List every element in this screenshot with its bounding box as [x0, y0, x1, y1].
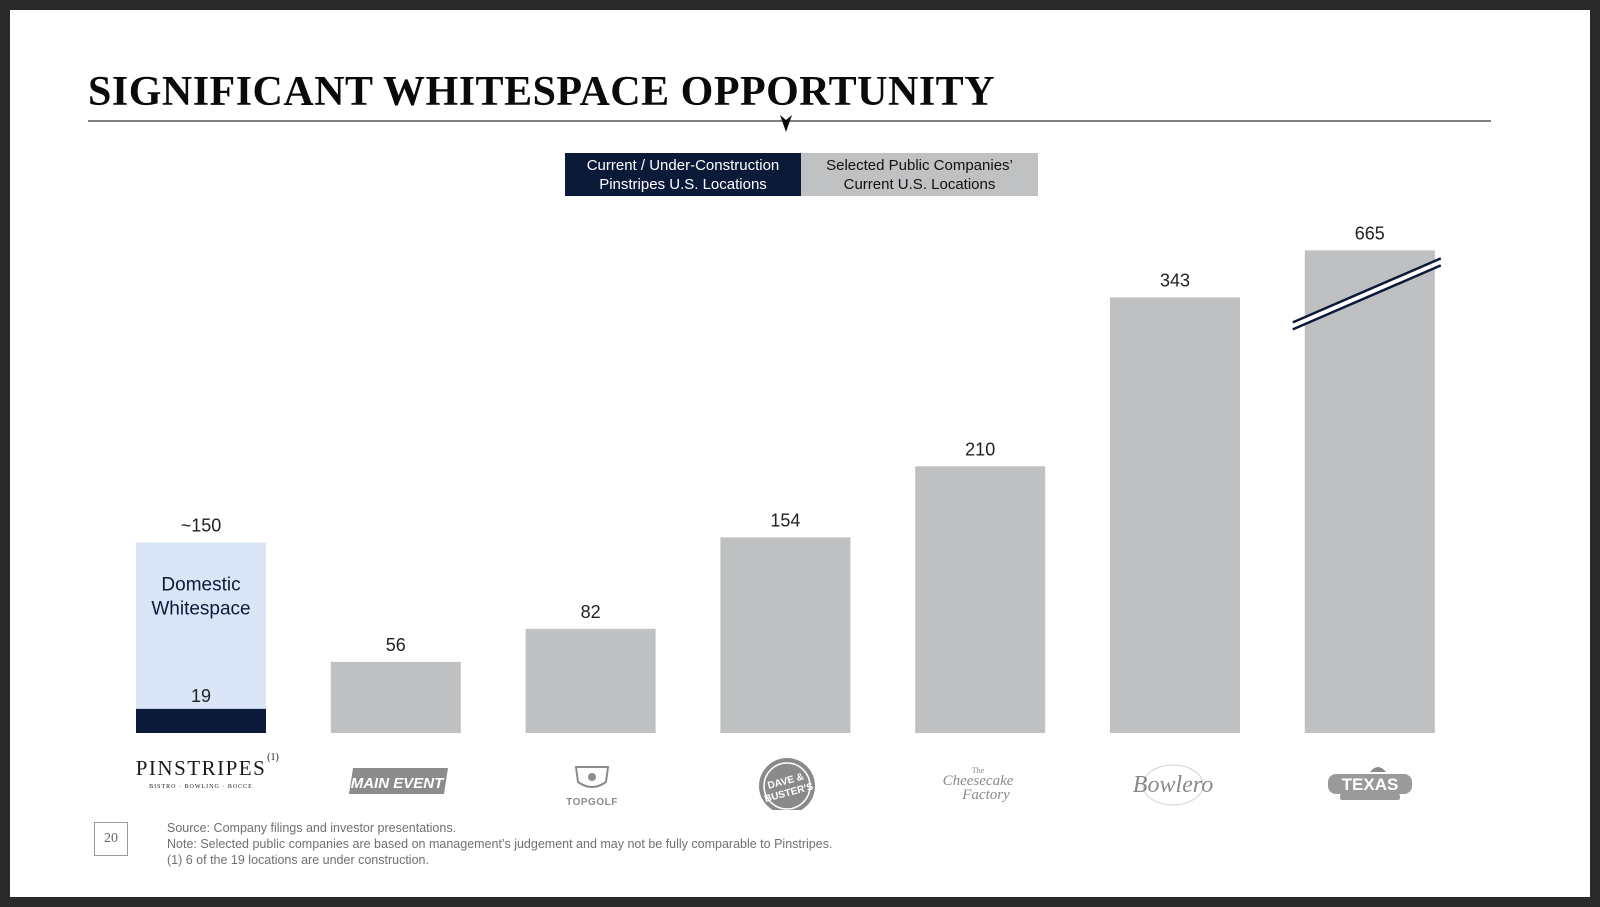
- data-label-dave-buster-s: 154: [770, 510, 800, 530]
- bar-bowlero: [1110, 297, 1240, 733]
- bar-dave-buster-s: [720, 537, 851, 733]
- texas-logo-text: TEXAS: [1342, 775, 1399, 794]
- logo-bowlero: Bowlero: [1133, 764, 1213, 806]
- data-label-pinstripes-current: 19: [191, 686, 211, 706]
- data-label-texas-roadhouse: 665: [1355, 223, 1385, 243]
- pinstripes-footnote-marker: (1): [267, 752, 279, 763]
- logo-texas-roadhouse: TEXAS: [1328, 767, 1412, 800]
- footnote-source: Source: Company filings and investor pre…: [167, 821, 457, 835]
- axis-break-line-top: [1292, 257, 1442, 324]
- topgolf-shield-icon: [574, 766, 610, 788]
- bar-the-cheesecake-factory: [915, 466, 1046, 733]
- bar-pinstripes-whitespace: [136, 542, 266, 733]
- legend-pinstripes: Current / Under-Construction Pinstripes …: [565, 153, 801, 196]
- cheesecake-logo-line3: Factory: [961, 787, 1010, 803]
- cheesecake-logo-line2: Cheesecake: [943, 773, 1014, 789]
- page-title: SIGNIFICANT WHITESPACE OPPORTUNITY: [88, 69, 996, 115]
- whitespace-label-line2: Whitespace: [151, 599, 250, 620]
- data-label-pinstripes: ~150: [181, 516, 222, 536]
- footnote-note: Note: Selected public companies are base…: [167, 837, 833, 851]
- pinstripes-logo-text: PINSTRIPES: [136, 756, 267, 780]
- data-label-main-event: 56: [386, 635, 406, 655]
- footnote-construction: (1) 6 of the 19 locations are under cons…: [167, 853, 429, 867]
- logo-main-event: MAIN EVENT: [349, 768, 448, 794]
- slide: SIGNIFICANT WHITESPACE OPPORTUNITY Curre…: [10, 10, 1590, 897]
- bowlero-logo-text: Bowlero: [1133, 772, 1213, 798]
- bar-chart: Domestic Whitespace 19 ~150 56 82 154 210 343 665…: [136, 223, 1442, 810]
- pinstripes-logo-tagline: BISTRO · BOWLING · BOCCE: [149, 784, 253, 790]
- whitespace-label-line1: Domestic: [161, 575, 240, 596]
- axis-break-gap: [1292, 258, 1441, 330]
- bar-topgolf: [525, 628, 656, 733]
- main-event-logo-text: MAIN EVENT: [351, 775, 445, 792]
- arrowhead-icon: [780, 115, 792, 132]
- footnotes: Source: Company filings and investor pre…: [167, 820, 832, 868]
- logo-cheesecake-factory: The Cheesecake Factory: [943, 766, 1014, 803]
- page-number: 20: [94, 822, 128, 856]
- bar-main-event: [330, 661, 461, 733]
- data-label-topgolf: 82: [581, 602, 601, 622]
- logo-topgolf: TOPGOLF: [566, 766, 618, 808]
- legend-public-line2: Current U.S. Locations: [843, 175, 996, 193]
- legend-public-line1: Selected Public Companies’: [826, 156, 1013, 174]
- axis-break-line-bottom: [1292, 264, 1442, 331]
- cheesecake-logo-line1: The: [972, 766, 985, 775]
- star-icon: [1370, 767, 1386, 772]
- legend-public-companies: Selected Public Companies’ Current U.S. …: [801, 153, 1038, 196]
- logo-pinstripes: PINSTRIPES (1) BISTRO · BOWLING · BOCCE: [136, 752, 279, 790]
- data-label-the-cheesecake-factory: 210: [965, 439, 995, 459]
- bar-texas-roadhouse: [1304, 250, 1435, 733]
- topgolf-logo-text: TOPGOLF: [566, 797, 618, 808]
- bar-pinstripes-current: [136, 708, 266, 733]
- data-label-bowlero: 343: [1160, 270, 1190, 290]
- logo-dave-and-busters: DAVE & BUSTER'S: [759, 758, 815, 810]
- legend-pinstripes-line1: Current / Under-Construction: [586, 156, 780, 174]
- legend-pinstripes-line2: Pinstripes U.S. Locations: [599, 175, 767, 193]
